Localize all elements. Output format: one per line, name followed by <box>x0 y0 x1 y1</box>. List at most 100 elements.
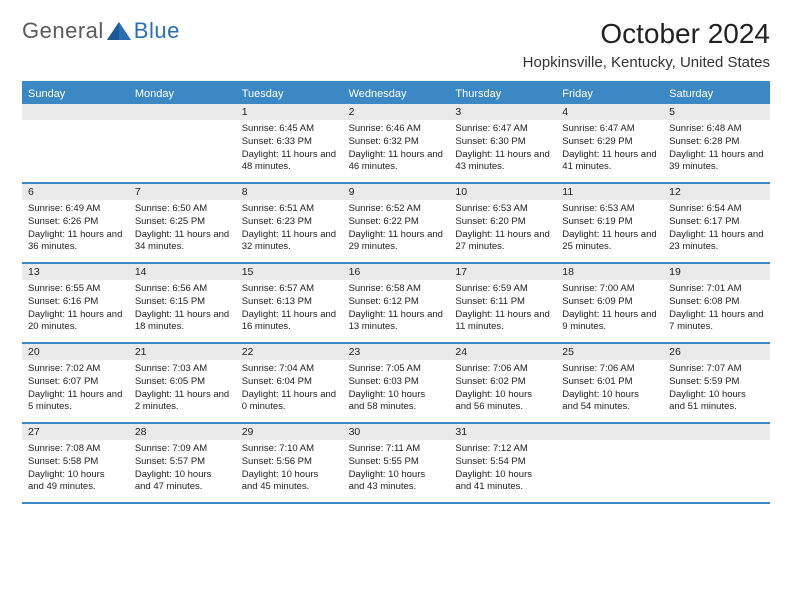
day-cell: 8Sunrise: 6:51 AMSunset: 6:23 PMDaylight… <box>236 184 343 262</box>
day-body: Sunrise: 7:06 AMSunset: 6:02 PMDaylight:… <box>449 360 556 419</box>
day-number: 3 <box>449 104 556 120</box>
day-line: Daylight: 11 hours and 20 minutes. <box>28 309 123 335</box>
day-cell: 5Sunrise: 6:48 AMSunset: 6:28 PMDaylight… <box>663 104 770 182</box>
day-line: Daylight: 11 hours and 5 minutes. <box>28 389 123 415</box>
day-cell: 12Sunrise: 6:54 AMSunset: 6:17 PMDayligh… <box>663 184 770 262</box>
day-line: Daylight: 11 hours and 43 minutes. <box>455 149 550 175</box>
day-line: Daylight: 10 hours and 56 minutes. <box>455 389 550 415</box>
day-line: Sunrise: 6:49 AM <box>28 203 123 216</box>
day-line: Sunset: 5:59 PM <box>669 376 764 389</box>
day-line: Daylight: 11 hours and 0 minutes. <box>242 389 337 415</box>
day-header-cell: Friday <box>556 84 663 104</box>
day-line: Sunrise: 7:04 AM <box>242 363 337 376</box>
day-line: Daylight: 11 hours and 46 minutes. <box>349 149 444 175</box>
day-line: Sunrise: 7:08 AM <box>28 443 123 456</box>
day-number: 1 <box>236 104 343 120</box>
day-line: Daylight: 11 hours and 23 minutes. <box>669 229 764 255</box>
day-line: Daylight: 11 hours and 13 minutes. <box>349 309 444 335</box>
day-number: 13 <box>22 264 129 280</box>
day-line: Sunrise: 6:50 AM <box>135 203 230 216</box>
day-line: Sunset: 6:09 PM <box>562 296 657 309</box>
day-line: Daylight: 11 hours and 48 minutes. <box>242 149 337 175</box>
day-body: Sunrise: 6:59 AMSunset: 6:11 PMDaylight:… <box>449 280 556 339</box>
day-body: Sunrise: 7:02 AMSunset: 6:07 PMDaylight:… <box>22 360 129 419</box>
day-number: 28 <box>129 424 236 440</box>
day-number: 31 <box>449 424 556 440</box>
day-line: Sunrise: 7:06 AM <box>455 363 550 376</box>
day-number: 2 <box>343 104 450 120</box>
day-cell: 28Sunrise: 7:09 AMSunset: 5:57 PMDayligh… <box>129 424 236 502</box>
day-line: Sunrise: 7:00 AM <box>562 283 657 296</box>
day-line: Sunset: 6:22 PM <box>349 216 444 229</box>
day-cell: 24Sunrise: 7:06 AMSunset: 6:02 PMDayligh… <box>449 344 556 422</box>
day-line: Sunrise: 7:10 AM <box>242 443 337 456</box>
day-line: Sunset: 6:13 PM <box>242 296 337 309</box>
day-line: Sunset: 6:23 PM <box>242 216 337 229</box>
day-body: Sunrise: 6:51 AMSunset: 6:23 PMDaylight:… <box>236 200 343 259</box>
day-line: Daylight: 11 hours and 36 minutes. <box>28 229 123 255</box>
day-cell: 25Sunrise: 7:06 AMSunset: 6:01 PMDayligh… <box>556 344 663 422</box>
day-number <box>129 104 236 120</box>
day-body <box>22 120 129 128</box>
day-body: Sunrise: 7:09 AMSunset: 5:57 PMDaylight:… <box>129 440 236 499</box>
week-row: 27Sunrise: 7:08 AMSunset: 5:58 PMDayligh… <box>22 424 770 504</box>
day-cell: 22Sunrise: 7:04 AMSunset: 6:04 PMDayligh… <box>236 344 343 422</box>
day-number: 26 <box>663 344 770 360</box>
day-body: Sunrise: 6:54 AMSunset: 6:17 PMDaylight:… <box>663 200 770 259</box>
week-row: 13Sunrise: 6:55 AMSunset: 6:16 PMDayligh… <box>22 264 770 344</box>
day-line: Sunrise: 7:12 AM <box>455 443 550 456</box>
day-line: Daylight: 11 hours and 7 minutes. <box>669 309 764 335</box>
day-line: Sunrise: 6:53 AM <box>562 203 657 216</box>
day-cell: 26Sunrise: 7:07 AMSunset: 5:59 PMDayligh… <box>663 344 770 422</box>
day-number: 25 <box>556 344 663 360</box>
header: General Blue October 2024 Hopkinsville, … <box>22 18 770 71</box>
day-body: Sunrise: 6:49 AMSunset: 6:26 PMDaylight:… <box>22 200 129 259</box>
day-line: Sunset: 5:57 PM <box>135 456 230 469</box>
day-line: Sunrise: 7:11 AM <box>349 443 444 456</box>
day-line: Sunrise: 6:52 AM <box>349 203 444 216</box>
day-cell: 20Sunrise: 7:02 AMSunset: 6:07 PMDayligh… <box>22 344 129 422</box>
month-title: October 2024 <box>523 18 770 50</box>
day-number: 10 <box>449 184 556 200</box>
day-cell: 9Sunrise: 6:52 AMSunset: 6:22 PMDaylight… <box>343 184 450 262</box>
day-body: Sunrise: 7:10 AMSunset: 5:56 PMDaylight:… <box>236 440 343 499</box>
day-body: Sunrise: 6:53 AMSunset: 6:20 PMDaylight:… <box>449 200 556 259</box>
day-body: Sunrise: 6:55 AMSunset: 6:16 PMDaylight:… <box>22 280 129 339</box>
day-cell: 17Sunrise: 6:59 AMSunset: 6:11 PMDayligh… <box>449 264 556 342</box>
day-line: Daylight: 11 hours and 18 minutes. <box>135 309 230 335</box>
day-number: 12 <box>663 184 770 200</box>
day-cell: 16Sunrise: 6:58 AMSunset: 6:12 PMDayligh… <box>343 264 450 342</box>
day-line: Sunset: 6:11 PM <box>455 296 550 309</box>
day-number: 23 <box>343 344 450 360</box>
day-number <box>22 104 129 120</box>
day-line: Sunset: 6:17 PM <box>669 216 764 229</box>
day-line: Sunrise: 7:02 AM <box>28 363 123 376</box>
day-line: Sunrise: 6:53 AM <box>455 203 550 216</box>
day-cell: 30Sunrise: 7:11 AMSunset: 5:55 PMDayligh… <box>343 424 450 502</box>
day-line: Daylight: 10 hours and 58 minutes. <box>349 389 444 415</box>
day-number: 24 <box>449 344 556 360</box>
title-block: October 2024 Hopkinsville, Kentucky, Uni… <box>523 18 770 71</box>
day-line: Sunset: 6:19 PM <box>562 216 657 229</box>
day-line: Daylight: 10 hours and 47 minutes. <box>135 469 230 495</box>
day-number: 8 <box>236 184 343 200</box>
day-line: Sunrise: 6:54 AM <box>669 203 764 216</box>
day-line: Sunset: 5:58 PM <box>28 456 123 469</box>
day-body: Sunrise: 7:05 AMSunset: 6:03 PMDaylight:… <box>343 360 450 419</box>
day-line: Sunrise: 6:56 AM <box>135 283 230 296</box>
day-cell: 4Sunrise: 6:47 AMSunset: 6:29 PMDaylight… <box>556 104 663 182</box>
day-line: Sunset: 6:01 PM <box>562 376 657 389</box>
day-cell: 11Sunrise: 6:53 AMSunset: 6:19 PMDayligh… <box>556 184 663 262</box>
day-line: Sunrise: 7:06 AM <box>562 363 657 376</box>
day-cell: 18Sunrise: 7:00 AMSunset: 6:09 PMDayligh… <box>556 264 663 342</box>
day-cell: 3Sunrise: 6:47 AMSunset: 6:30 PMDaylight… <box>449 104 556 182</box>
day-line: Sunrise: 6:55 AM <box>28 283 123 296</box>
day-body: Sunrise: 6:52 AMSunset: 6:22 PMDaylight:… <box>343 200 450 259</box>
day-line: Sunrise: 6:58 AM <box>349 283 444 296</box>
day-body: Sunrise: 6:56 AMSunset: 6:15 PMDaylight:… <box>129 280 236 339</box>
day-line: Daylight: 11 hours and 32 minutes. <box>242 229 337 255</box>
day-body: Sunrise: 7:01 AMSunset: 6:08 PMDaylight:… <box>663 280 770 339</box>
day-cell: 29Sunrise: 7:10 AMSunset: 5:56 PMDayligh… <box>236 424 343 502</box>
day-line: Sunset: 6:32 PM <box>349 136 444 149</box>
day-line: Sunrise: 7:07 AM <box>669 363 764 376</box>
